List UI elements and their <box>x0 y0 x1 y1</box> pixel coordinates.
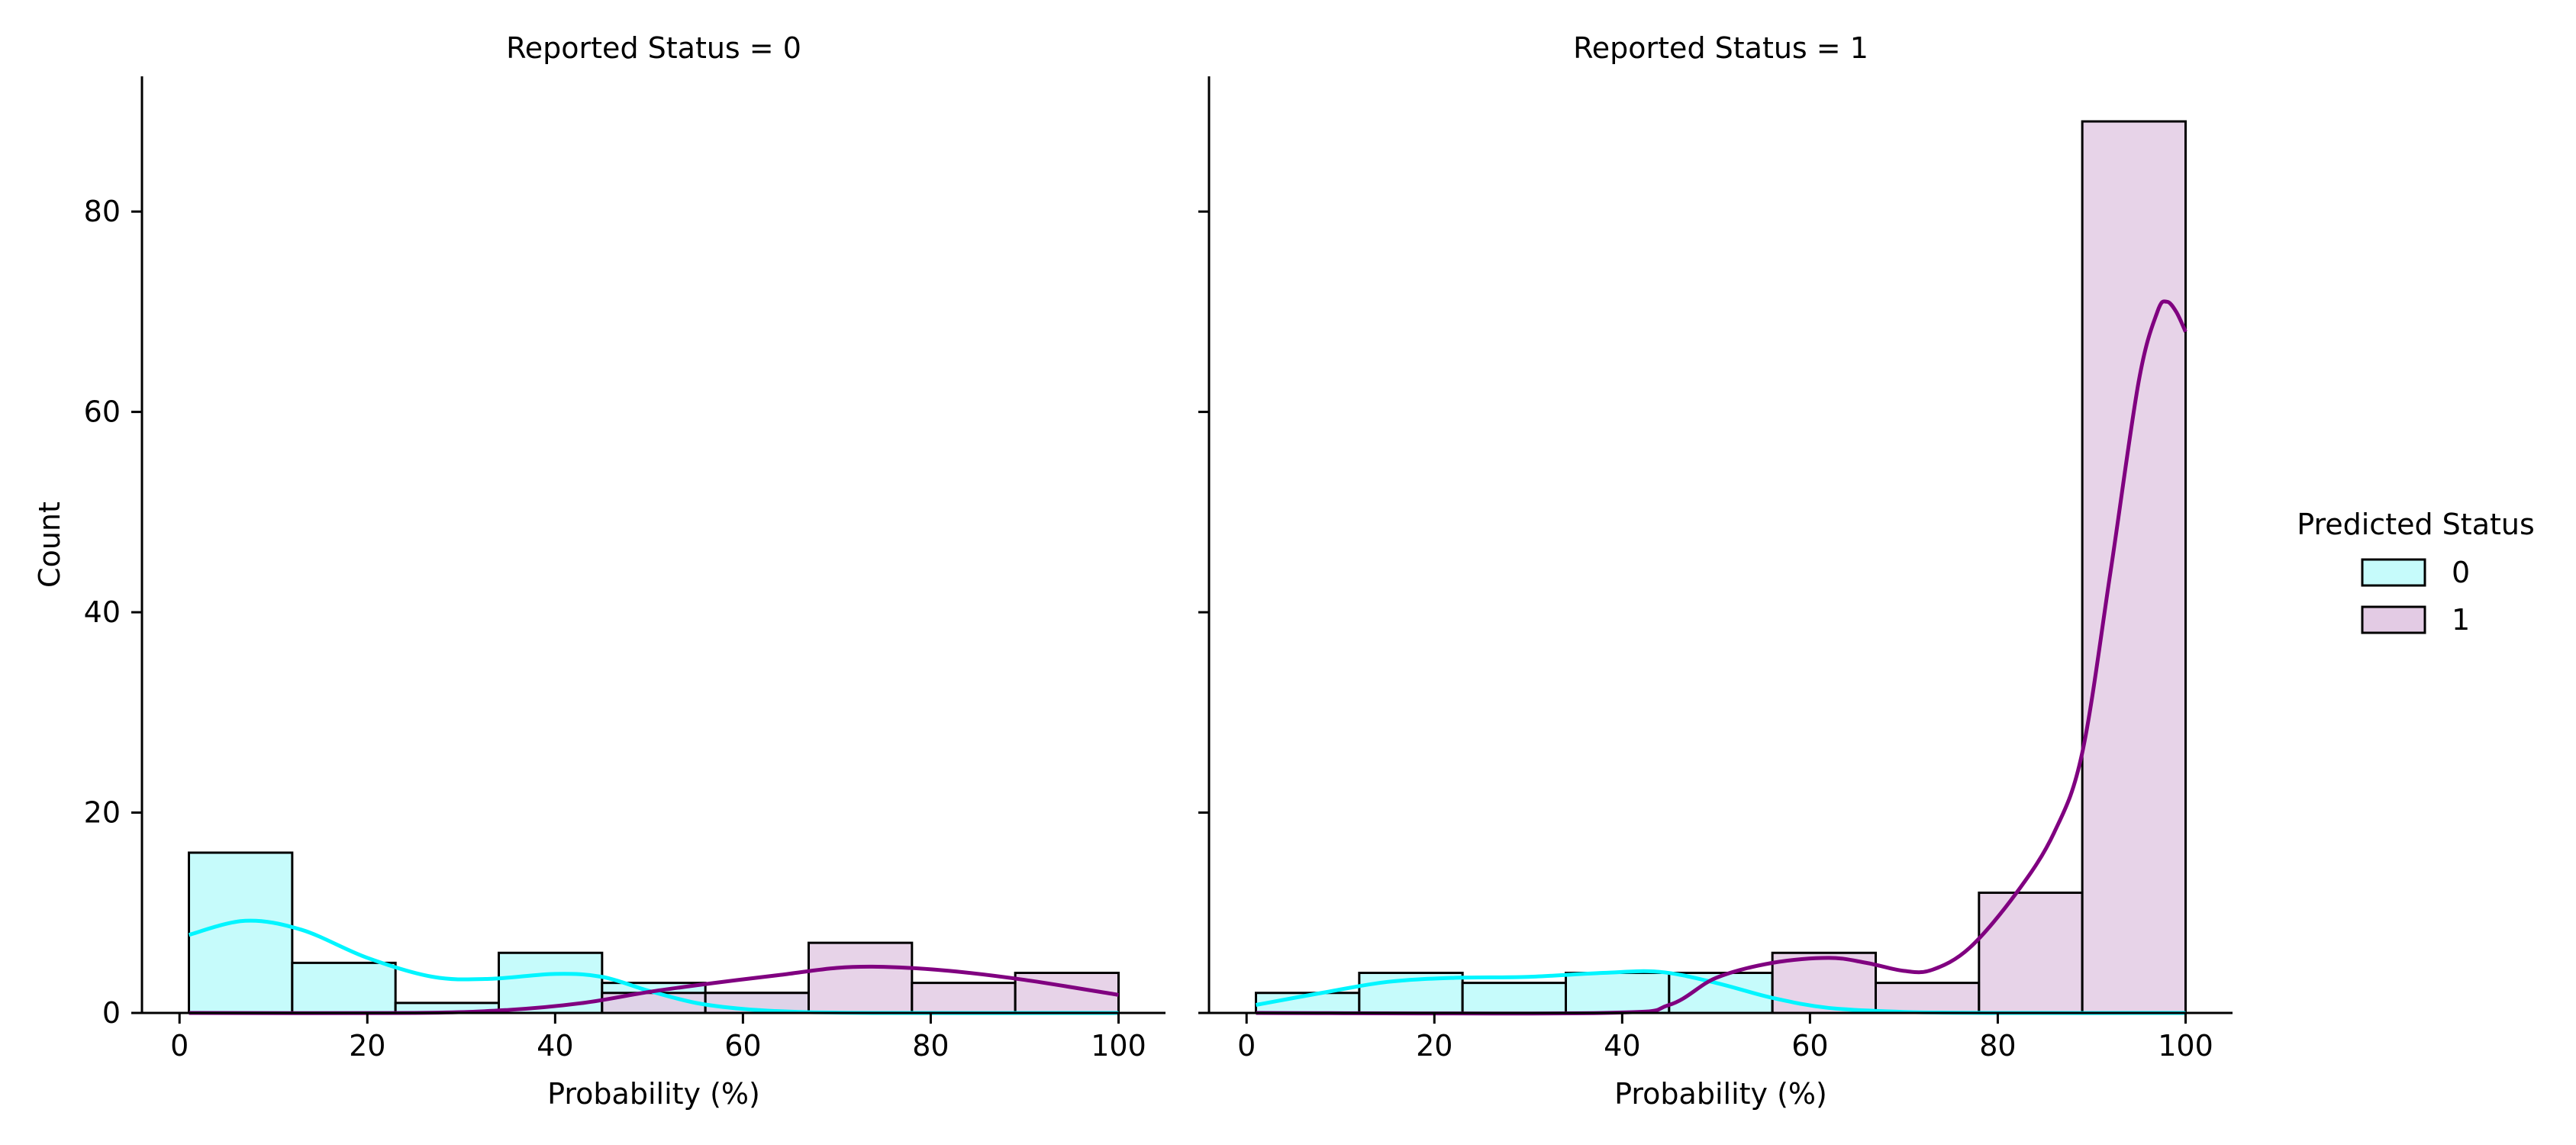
x-axis-label: Probability (%) <box>1614 1077 1827 1111</box>
y-tick-label-0: 0 <box>102 996 121 1030</box>
x-tick-label-80: 80 <box>1979 1029 2016 1063</box>
legend-label-1: 1 <box>2452 603 2470 637</box>
facet-title: Reported Status = 1 <box>1573 31 1868 65</box>
x-tick-label-80: 80 <box>912 1029 949 1063</box>
x-tick-label-0: 0 <box>170 1029 189 1063</box>
legend-swatch-0 <box>2361 558 2426 587</box>
x-tick-label-40: 40 <box>1604 1029 1640 1063</box>
x-tick-label-0: 0 <box>1237 1029 1256 1063</box>
legend-label-0: 0 <box>2452 556 2470 589</box>
x-tick-label-20: 20 <box>1416 1029 1452 1063</box>
x-tick-label-40: 40 <box>537 1029 573 1063</box>
bar-s0-b2 <box>1461 982 1568 1014</box>
facet-title: Reported Status = 0 <box>506 31 801 65</box>
legend-title: Predicted Status <box>2297 508 2535 541</box>
kde-line-1 <box>1256 299 2188 1016</box>
bar-s0-b0 <box>188 851 294 1014</box>
x-axis-label: Probability (%) <box>547 1077 760 1111</box>
y-tick-label-20: 20 <box>84 796 121 830</box>
y-tick-label-80: 80 <box>84 195 121 228</box>
legend-swatch-1 <box>2361 605 2426 634</box>
bar-s1-b6 <box>807 941 914 1014</box>
legend: Predicted Status 0 1 <box>2297 508 2535 637</box>
facet-panel-reported-0: 0 20 40 60 80 100 0 20 40 60 80 Reported Status = 0… <box>33 31 1165 1111</box>
x-tick-label-100: 100 <box>2158 1029 2213 1063</box>
x-tick-label-60: 60 <box>1791 1029 1828 1063</box>
y-axis-label: Count <box>33 502 66 588</box>
bar-s0-b1 <box>291 961 397 1014</box>
x-tick-label-60: 60 <box>724 1029 761 1063</box>
bar-s1-b7 <box>911 982 1017 1014</box>
y-tick-label-40: 40 <box>84 595 121 629</box>
x-tick-label-100: 100 <box>1091 1029 1146 1063</box>
bar-s1-b7 <box>1978 892 2084 1014</box>
x-tick-label-20: 20 <box>349 1029 385 1063</box>
bar-s1-b6 <box>1874 982 1981 1014</box>
bar-s1-b8 <box>2081 120 2187 1014</box>
y-tick-label-60: 60 <box>84 395 121 429</box>
bar-s0-b3 <box>1565 972 1671 1014</box>
facet-panel-reported-1: 0 20 40 60 80 100 Reported Status = 1 Probabili… <box>1198 31 2233 1111</box>
